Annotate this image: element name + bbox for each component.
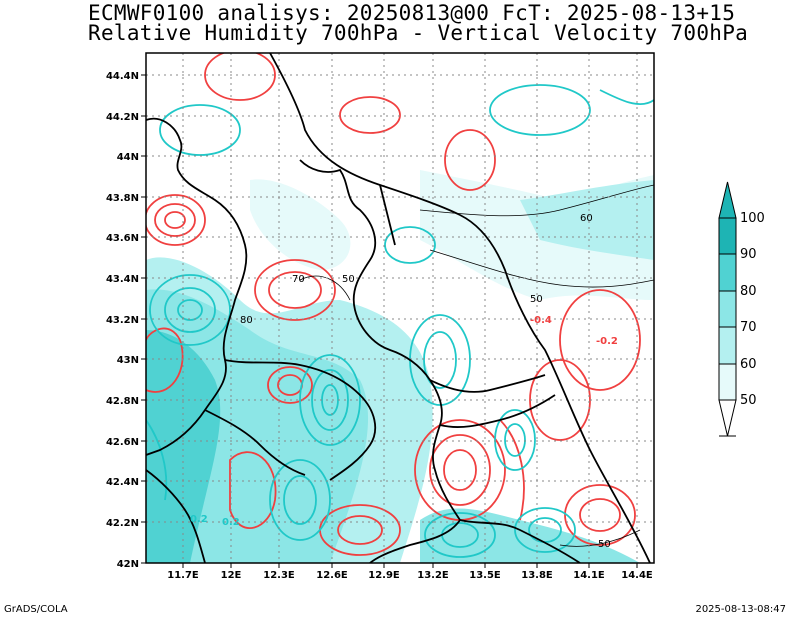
colorbar-label: 70 [740,320,757,335]
lat-axis: 44.4N 44.2N 44N 43.8N 43.6N 43.4N 43.2N … [106,71,139,570]
omega-label: -0.2 [596,336,618,347]
colorbar-top-arrow [718,181,737,219]
rh-label: 50 [530,294,543,305]
lon-tick-label: 12.9E [368,570,400,581]
rh-label: 50 [342,274,355,285]
lat-tick-label: 44N [117,152,139,163]
colorbar-label: 90 [740,247,757,262]
colorbar-swatch [718,217,737,255]
generation-timestamp: 2025-08-13-08:47 [695,604,786,615]
colorbar-swatch [718,363,737,401]
grid-lines [146,53,654,563]
lat-tick-label: 44.4N [106,71,139,82]
rh-label: 80 [240,315,253,326]
software-credit: GrADS/COLA [4,604,68,615]
rh-label: 50 [598,539,611,550]
map-layers: 60 70 50 80 50 50 -0.4 -0.2 0.2 0.2 [146,53,654,563]
omega-negative-contours [146,84,654,558]
omega-label: -0.4 [530,315,552,326]
rh-label: 60 [580,213,593,224]
colorbar-swatch [718,253,737,292]
colorbar: 50 60 70 80 90 100 [718,181,765,437]
lon-tick-label: 12E [221,570,242,581]
boundaries [146,53,651,563]
rh-label: 70 [292,274,305,285]
lon-axis: 11.7E 12E 12.3E 12.6E 12.9E 13.2E 13.5E … [167,570,653,581]
lat-tick-label: 43.2N [106,315,139,326]
lat-tick-label: 42.8N [106,396,139,407]
chart-title: ECMWF0100 analisys: 20250813@00 FcT: 202… [88,1,736,25]
colorbar-swatch [718,290,737,328]
lat-tick-label: 42.6N [106,437,139,448]
lat-tick-label: 42N [117,559,139,570]
axis-ticks [141,74,638,568]
lon-tick-label: 12.3E [263,570,295,581]
colorbar-label: 100 [740,211,765,226]
colorbar-label: 80 [740,284,757,299]
lon-tick-label: 13.8E [521,570,553,581]
lat-tick-label: 44.2N [106,112,139,123]
lat-tick-label: 43.8N [106,193,139,204]
lat-tick-label: 43.4N [106,274,139,285]
lon-tick-label: 13.5E [469,570,501,581]
lon-tick-label: 11.7E [167,570,199,581]
colorbar-label: 60 [740,357,757,372]
colorbar-label: 50 [740,393,757,408]
chart-subtitle: Relative Humidity 700hPa - Vertical Velo… [88,21,749,45]
lat-tick-label: 43.6N [106,233,139,244]
lon-tick-label: 14.4E [621,570,653,581]
colorbar-swatch [718,326,737,365]
lat-tick-label: 42.4N [106,477,139,488]
omega-label: 0.2 [222,517,240,528]
colorbar-bottom-arrow [718,399,737,437]
lon-tick-label: 14.1E [573,570,605,581]
contour-labels: 60 70 50 80 50 50 -0.4 -0.2 0.2 0.2 [190,213,618,550]
rh-contours [299,184,654,547]
omega-label: 0.2 [190,514,208,525]
plot-frame [145,52,655,564]
lon-tick-label: 13.2E [417,570,449,581]
lon-tick-label: 12.6E [316,570,348,581]
lat-tick-label: 42.2N [106,518,139,529]
lat-tick-label: 43N [117,355,139,366]
